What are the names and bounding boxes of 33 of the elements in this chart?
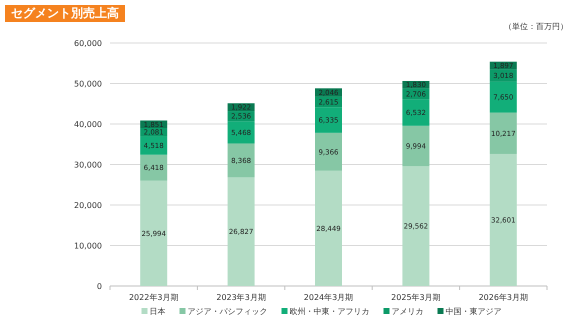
chart-title: セグメント別売上高: [11, 6, 119, 20]
bar: [315, 107, 342, 133]
title: セグメント別売上高: [5, 5, 125, 22]
y-tick-label: 60,000: [74, 39, 102, 48]
legend-label: 欧州・中東・アフリカ: [290, 307, 370, 316]
legend-label: アメリカ: [392, 307, 424, 316]
legend-label: 中国・東アジア: [446, 307, 502, 316]
y-tick-label: 0: [96, 282, 102, 291]
x-tick-label: 2026年3月期: [478, 293, 528, 302]
x-tick-label: 2025年3月期: [391, 293, 441, 302]
bar: [315, 170, 342, 286]
x-tick-label: 2023年3月期: [216, 293, 266, 302]
bar: [228, 143, 255, 178]
bar: [490, 82, 517, 113]
y-tick-label: 40,000: [74, 120, 102, 129]
bar: [140, 154, 168, 181]
y-tick-label: 10,000: [74, 242, 102, 250]
legend-label: アジア・パシフィック: [188, 307, 268, 316]
bar: [490, 112, 517, 154]
text: （単位：百万円）: [504, 22, 568, 31]
y-tick-label: 20,000: [74, 201, 102, 210]
y-tick-label: 50,000: [74, 80, 102, 88]
legend-label: 日本: [150, 307, 166, 316]
bar: [228, 177, 255, 286]
bar: [315, 132, 342, 171]
bar: [402, 99, 430, 126]
bar: [402, 126, 430, 166]
x-tick-label: 2022年3月期: [128, 293, 178, 302]
bar: [402, 166, 430, 286]
y-tick-label: 30,000: [74, 160, 102, 170]
bar: [140, 180, 168, 286]
x-tick-label: 2024年3月期: [304, 293, 354, 302]
bar: [490, 154, 517, 286]
